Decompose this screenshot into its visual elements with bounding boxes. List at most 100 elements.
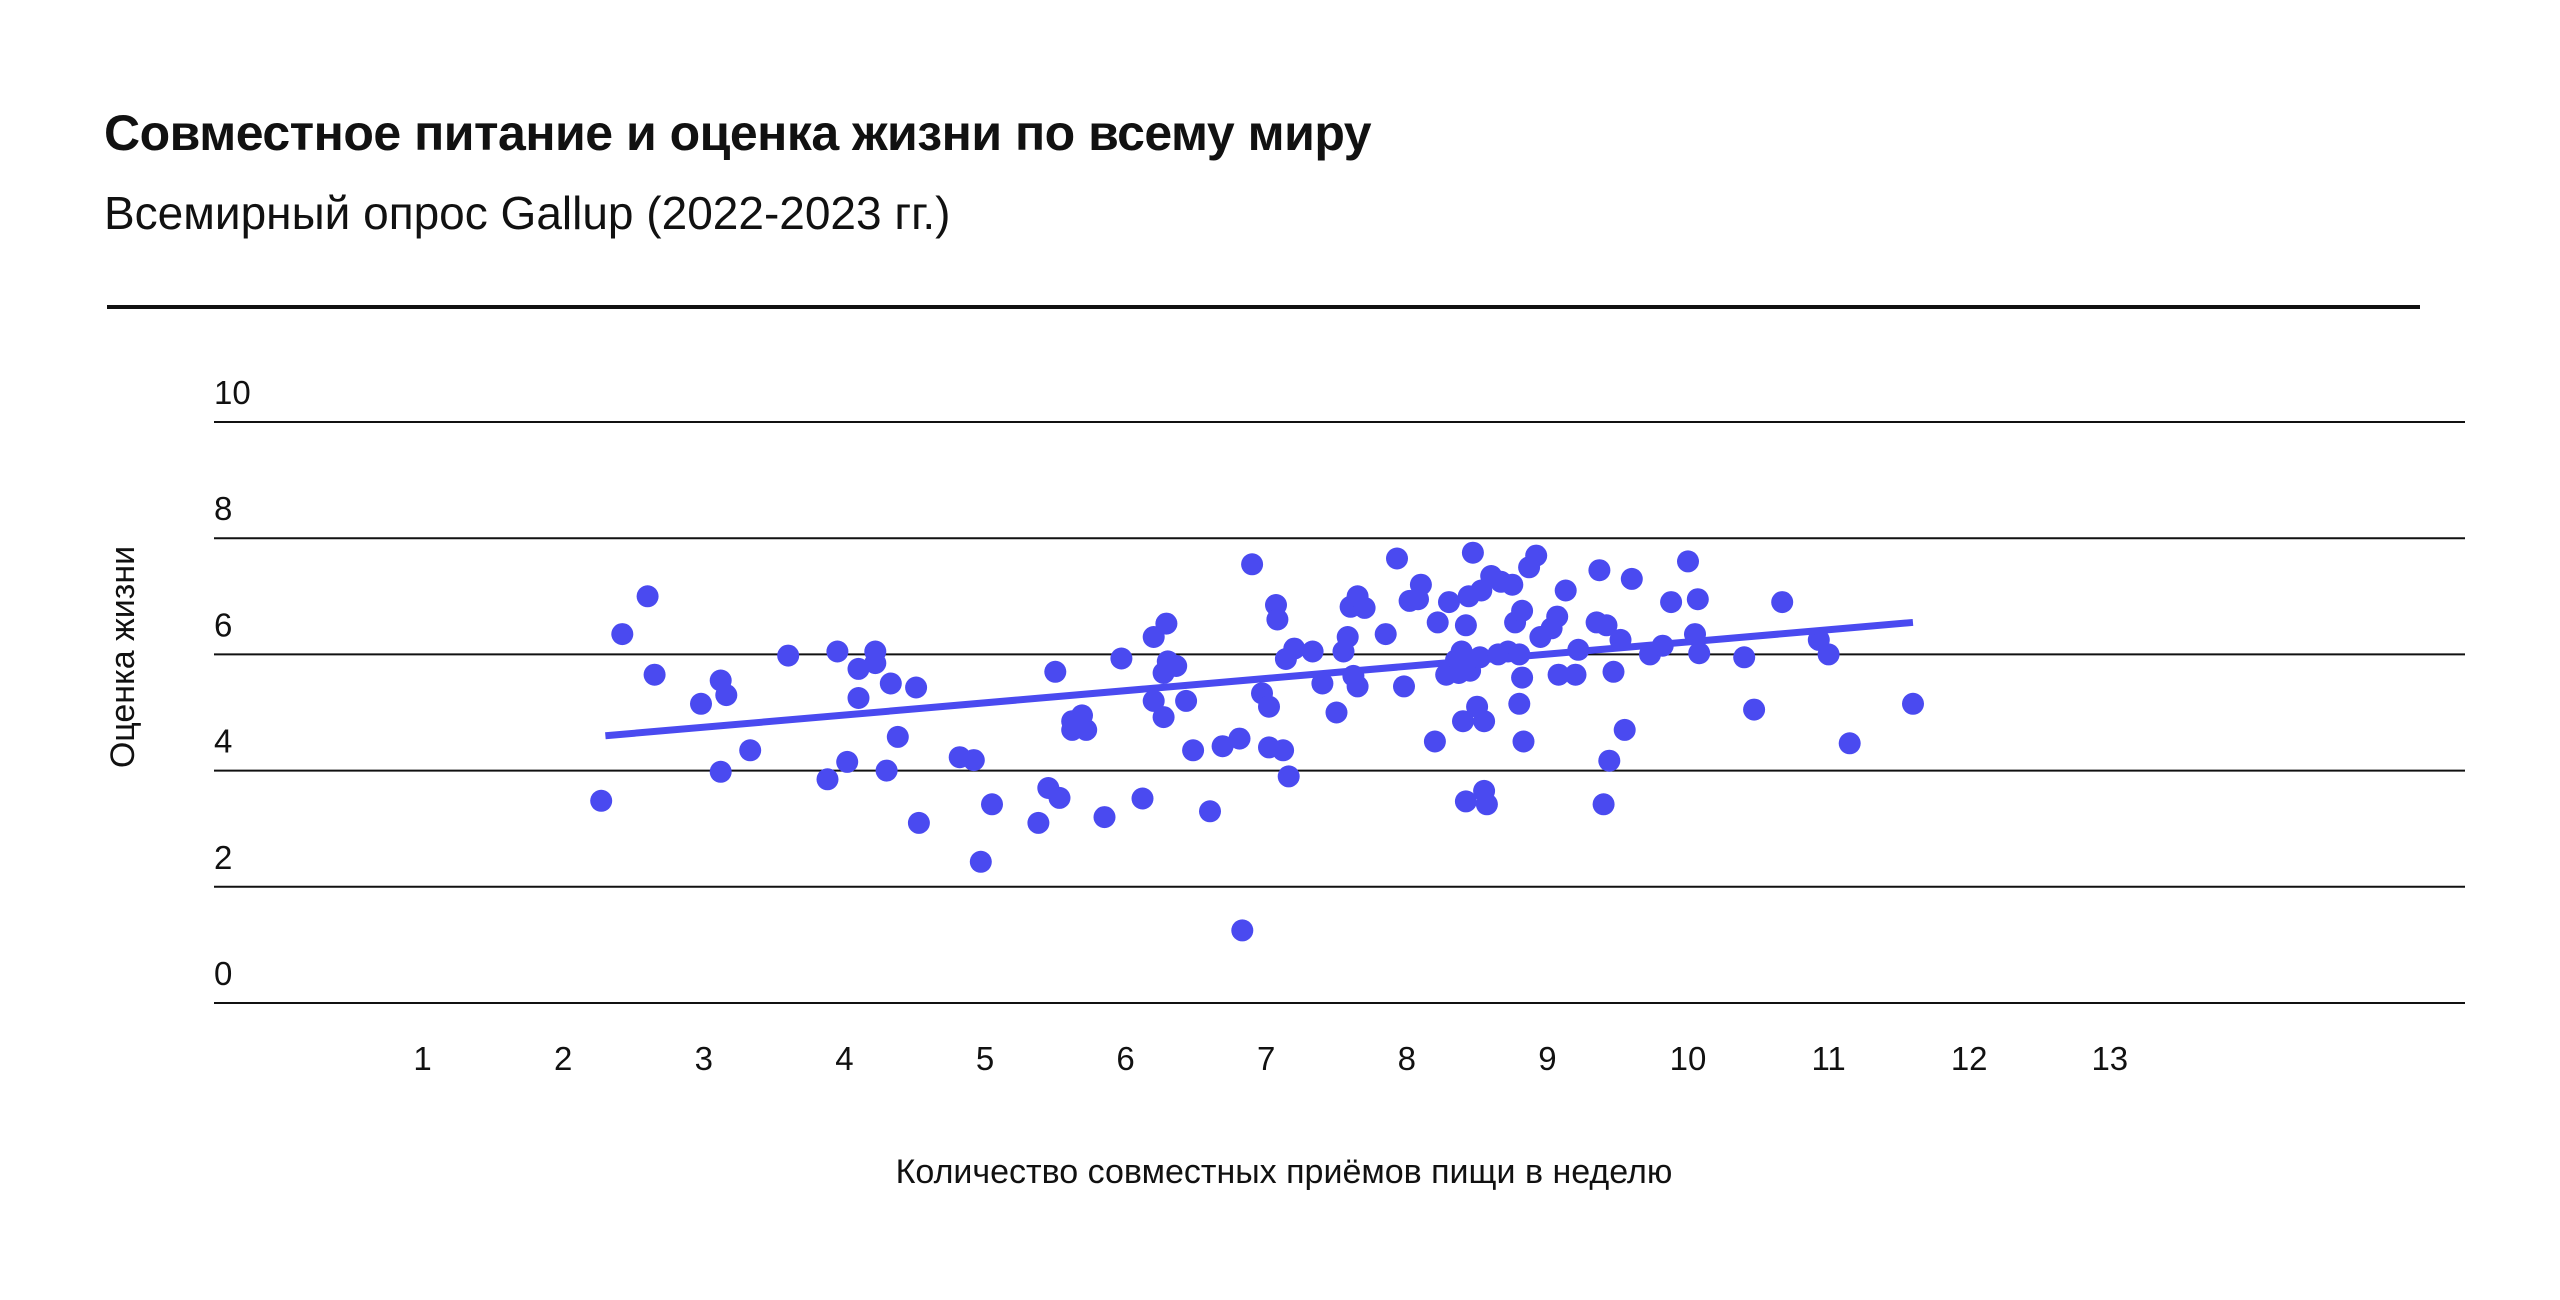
data-point [1677,550,1699,573]
data-point [1554,579,1577,602]
data-point [1231,919,1254,942]
data-point [1152,706,1175,729]
data-point [1155,612,1178,635]
page-title: Совместное питание и оценка жизни по все… [104,105,1372,161]
data-point [1044,660,1067,683]
data-point [1301,640,1324,663]
data-point [1228,727,1251,750]
data-point [1409,573,1432,596]
data-point [1613,718,1636,741]
data-point [1475,793,1498,816]
y-axis-label: Оценка жизни [104,546,142,768]
data-point [1595,614,1618,637]
data-points [590,541,1924,942]
data-point [1454,614,1477,637]
page-subtitle: Всемирный опрос Gallup (2022-2023 гг.) [104,187,951,239]
data-point [1199,800,1221,823]
data-point [1838,732,1861,755]
data-point [1283,637,1306,660]
data-point [1512,730,1535,753]
data-point [1311,672,1334,695]
data-point [1110,647,1133,670]
data-point [1452,710,1474,733]
x-tick-label: 7 [1257,1040,1275,1077]
data-point [777,644,800,667]
data-point [1048,786,1071,809]
x-tick-label: 3 [695,1040,713,1077]
y-tick-label: 6 [214,606,232,643]
data-point [1277,765,1300,788]
data-point [1093,806,1116,829]
data-point [1525,544,1548,567]
data-point [739,739,762,762]
data-point [886,725,909,748]
data-point [879,672,902,695]
data-point [1353,596,1376,619]
data-point [1258,695,1280,718]
x-tick-label: 8 [1398,1040,1416,1077]
data-point [1266,608,1289,631]
data-point [1438,591,1460,614]
data-point [1336,626,1359,648]
data-point [1688,642,1711,665]
data-point [1393,675,1415,698]
x-tick-label: 13 [2091,1040,2128,1077]
data-point [1511,599,1534,622]
x-tick-label: 11 [1811,1040,1845,1077]
data-point [905,676,928,699]
x-tick-label: 2 [554,1040,572,1077]
data-point [816,768,839,791]
data-point [1454,790,1477,813]
data-point [1142,689,1165,712]
data-point [826,640,849,663]
data-point [636,585,659,608]
data-point [1423,730,1446,753]
x-tick-labels: 1 2 3 4 5 6 7 8 9 10 11 12 13 [413,1040,2128,1077]
y-tick-label: 0 [214,955,232,992]
data-point [690,692,712,715]
data-point [1564,663,1587,686]
data-point [1733,646,1756,669]
data-point [715,684,738,707]
data-point [1771,591,1794,614]
x-tick-label: 9 [1538,1040,1556,1077]
data-point [1902,692,1924,715]
data-point [1817,643,1840,666]
data-point [962,749,985,772]
data-point [1346,675,1369,698]
data-point [907,811,930,834]
data-point [1426,611,1449,634]
data-point [1598,749,1621,772]
y-tick-label: 4 [214,723,232,760]
data-point [864,652,887,675]
data-point [1501,573,1524,596]
data-point [1272,739,1295,762]
data-point [1131,787,1154,810]
x-tick-label: 6 [1116,1040,1134,1077]
x-tick-label: 10 [1670,1040,1707,1077]
data-point [1473,710,1496,733]
data-point [1588,559,1611,582]
data-point [1602,660,1625,683]
data-point [1686,588,1709,611]
data-point [1546,605,1569,628]
x-tick-label: 12 [1951,1040,1988,1077]
x-tick-label: 5 [976,1040,994,1077]
data-point [1175,689,1198,712]
x-tick-label: 4 [835,1040,853,1077]
data-point [847,687,870,709]
data-point [590,789,613,812]
data-point [1511,666,1534,689]
data-point [1211,735,1234,758]
data-point [1182,739,1205,762]
data-point [875,759,898,782]
data-point [969,850,992,873]
data-point [1508,692,1531,715]
header-divider [107,305,2420,309]
data-point [611,623,634,646]
data-point [1165,655,1188,677]
x-axis-label: Количество совместных приёмов пищи в нед… [896,1153,1673,1191]
data-point [981,793,1003,816]
data-point [1386,547,1408,570]
